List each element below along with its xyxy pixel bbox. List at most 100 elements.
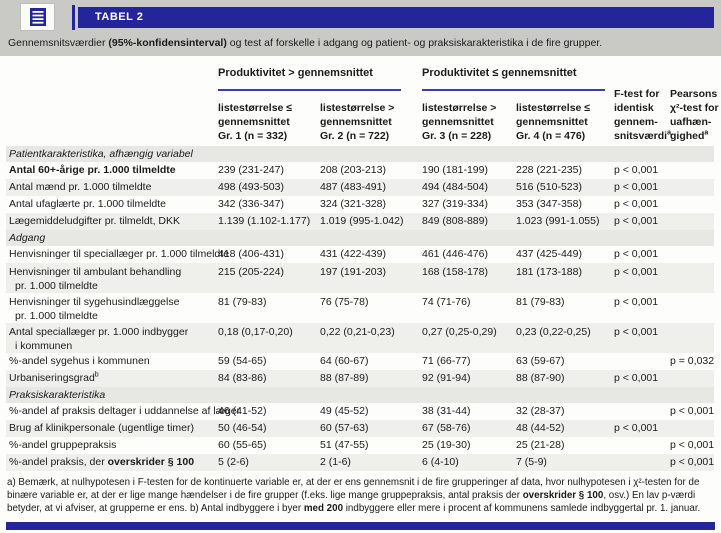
value-cell: 48 (44-52) xyxy=(516,422,565,434)
table-row: Antal ufaglærte pr. 1.000 tilmeldte 342 (… xyxy=(6,196,714,213)
value-cell: 92 (91-94) xyxy=(422,372,471,384)
value-cell: 60 (57-63) xyxy=(320,422,369,434)
value-cell: 327 (319-334) xyxy=(422,198,488,210)
bottom-rule xyxy=(6,522,715,530)
section-row: Patientkarakteristika, afhængig variabel xyxy=(6,146,714,162)
row-label-line: Antal 60+-årige pr. 1.000 tilmeldte xyxy=(9,164,176,176)
footnote-text: indbyggere eller mere i procent af kommu… xyxy=(343,502,701,514)
value-cell: 516 (510-523) xyxy=(516,181,582,193)
row-label-line: Henvisninger til ambulant behandling xyxy=(9,266,182,278)
pearsons-header-line: uafhæn- xyxy=(670,116,712,128)
caption-bold-text: (95%-konfidensinterval) xyxy=(108,37,227,49)
footnote-text: a) Bemærk, at nulhypotesen i F-testen fo… xyxy=(7,477,700,501)
ftest-cell: p < 0,001 xyxy=(614,164,659,176)
value-cell: 76 (75-78) xyxy=(320,296,369,308)
section-row: Praksiskarakteristika xyxy=(6,387,714,403)
section-row: Adgang xyxy=(6,230,714,246)
table-row: %-andel praksis, der overskrider § 100 5 … xyxy=(6,454,714,471)
row-label-line: Antal mænd pr. 1.000 tilmeldte xyxy=(9,181,152,193)
row-label: Brug af klinikpersonale (ugentlige timer… xyxy=(6,420,218,437)
value-cell: 437 (425-449) xyxy=(516,248,582,260)
table-row: Henvisninger til ambulant behandling pr. … xyxy=(6,263,714,293)
ftest-cell: p < 0,001 xyxy=(614,198,659,210)
footnote-bold-text: med 200 xyxy=(303,502,344,514)
ftest-cell: p < 0,001 xyxy=(614,215,659,227)
value-cell: 81 (79-83) xyxy=(218,296,267,308)
row-label: Henvisninger til ambulant behandling pr. … xyxy=(6,265,218,293)
table-row: Antal mænd pr. 1.000 tilmeldte 498 (493-5… xyxy=(6,179,714,196)
table-view-button[interactable] xyxy=(20,3,55,31)
section-label: Praksiskarakteristika xyxy=(9,389,106,401)
row-label: %-andel gruppepraksis xyxy=(6,437,218,454)
subheader-gr4: listestørrelse ≤ gennemsnittet Gr. 4 (n … xyxy=(516,101,590,143)
value-cell: 197 (191-203) xyxy=(320,266,386,278)
ftest-header-line: identisk xyxy=(614,102,654,114)
value-cell: 431 (422-439) xyxy=(320,248,386,260)
value-cell: 353 (347-358) xyxy=(516,198,582,210)
ftest-header: F-test for identisk gennem- snitsværdia xyxy=(614,87,671,143)
value-cell: 498 (493-503) xyxy=(218,181,284,193)
row-label-line: %-andel af praksis deltager i uddannelse… xyxy=(9,405,241,417)
row-label-highlight: overskrider § 100 xyxy=(107,456,195,468)
value-cell: 487 (483-491) xyxy=(320,181,386,193)
footnote-bold-text: overskrider § 100 xyxy=(522,489,604,501)
value-cell: 67 (58-76) xyxy=(422,422,471,434)
row-label: Lægemiddeludgifter pr. tilmeldt, DKK xyxy=(6,213,218,230)
pearsons-header-line: gighed xyxy=(670,130,705,142)
table-body: Patientkarakteristika, afhængig variabel… xyxy=(6,146,714,471)
table-row: Antal 60+-årige pr. 1.000 tilmeldte 239 (… xyxy=(6,162,714,179)
row-label-line: %-andel sygehus i kommunen xyxy=(9,355,150,367)
row-label: Antal mænd pr. 1.000 tilmeldte xyxy=(6,179,218,196)
row-label-line: %-andel praksis, der overskrider § 100 xyxy=(9,454,218,471)
chi2-cell: p < 0,001 xyxy=(670,439,715,451)
value-cell: 63 (59-67) xyxy=(516,355,565,367)
table-row: %-andel sygehus i kommunen 59 (54-65) 64 (… xyxy=(6,353,714,370)
subheader-gr2: listestørrelse > gennemsnittet Gr. 2 (n … xyxy=(320,101,394,143)
ftest-header-line: snitsværdi xyxy=(614,130,668,142)
value-cell: 324 (321-328) xyxy=(320,198,386,210)
page-title: TABEL 2 xyxy=(78,7,714,28)
row-label: Antal 60+-årige pr. 1.000 tilmeldte xyxy=(6,162,218,179)
value-cell: 6 (4-10) xyxy=(422,456,459,468)
group-header-productivity-below: Produktivitet ≤ gennemsnittet xyxy=(422,67,577,79)
row-label-line: Henvisninger til speciallæger pr. 1.000 … xyxy=(9,248,230,260)
value-cell: 7 (5-9) xyxy=(516,456,547,468)
table-row: %-andel gruppepraksis 60 (55-65) 51 (47-55… xyxy=(6,437,714,454)
row-label-line: Antal speciallæger pr. 1.000 indbygger xyxy=(9,326,189,338)
row-label: Antal ufaglærte pr. 1.000 tilmeldte xyxy=(6,196,218,213)
ftest-cell: p < 0,001 xyxy=(614,296,659,308)
table-row: Antal speciallæger pr. 1.000 indbygger i … xyxy=(6,323,714,353)
subheader-line: listestørrelse > xyxy=(422,102,497,114)
subheader-line: gennemsnittet xyxy=(218,116,290,128)
value-cell: 1.139 (1.102-1.177) xyxy=(218,215,311,227)
value-cell: 84 (83-86) xyxy=(218,372,267,384)
caption-text: Gennemsnitsværdier xyxy=(8,37,109,49)
value-cell: 239 (231-247) xyxy=(218,164,284,176)
subheader-line: Gr. 1 (n = 332) xyxy=(218,130,288,142)
subheader-line: gennemsnittet xyxy=(516,116,588,128)
chi2-cell: p = 0,032 xyxy=(670,355,715,367)
value-cell: 25 (21-28) xyxy=(516,439,565,451)
value-cell: 208 (203-213) xyxy=(320,164,386,176)
value-cell: 74 (71-76) xyxy=(422,296,471,308)
pearsons-header: Pearsons χ²-test for uafhæn- gigheda xyxy=(670,87,719,143)
footnote-marker-a: a xyxy=(667,129,672,137)
ftest-cell: p < 0,001 xyxy=(614,248,659,260)
value-cell: 59 (54-65) xyxy=(218,355,267,367)
table-row: Brug af klinikpersonale (ugentlige timer… xyxy=(6,420,714,437)
ftest-cell: p < 0,001 xyxy=(614,422,659,434)
group-rule xyxy=(422,89,605,91)
subheader-gr1: listestørrelse ≤ gennemsnittet Gr. 1 (n … xyxy=(218,101,292,143)
table-row: Henvisninger til sygehusindlæggelse pr. 1… xyxy=(6,293,714,323)
value-cell: 81 (79-83) xyxy=(516,296,565,308)
value-cell: 60 (55-65) xyxy=(218,439,267,451)
chi2-cell: p < 0,001 xyxy=(670,456,715,468)
row-label-line: Urbaniseringsgradb xyxy=(9,371,99,385)
ftest-cell: p < 0,001 xyxy=(614,372,659,384)
subheader-line: listestørrelse > xyxy=(320,102,395,114)
row-label: Henvisninger til speciallæger pr. 1.000 … xyxy=(6,246,230,263)
subheader-line: gennemsnittet xyxy=(320,116,392,128)
table-row: %-andel af praksis deltager i uddannelse… xyxy=(6,403,714,420)
value-cell: 88 (87-89) xyxy=(320,372,369,384)
footnote-text: , osv.) En lav p-værdi betyder, at vi af… xyxy=(7,489,696,514)
